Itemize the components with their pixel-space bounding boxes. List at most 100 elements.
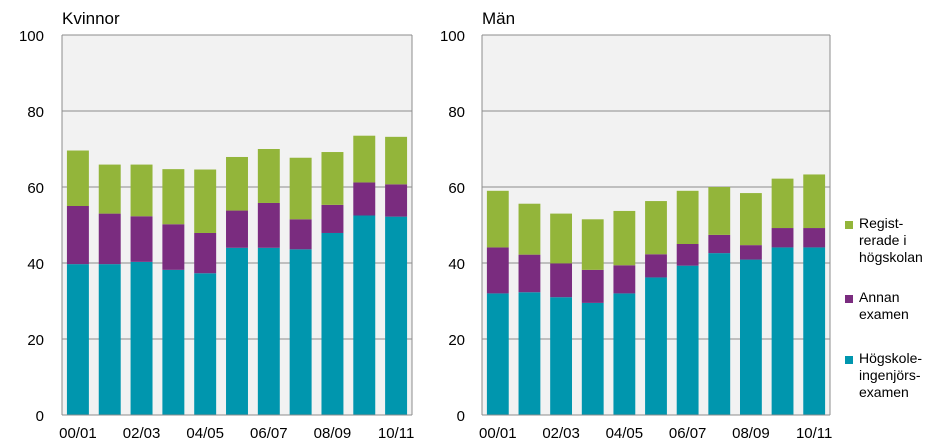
bar-annan-00-01 <box>486 247 509 294</box>
x-tick-label: 06/07 <box>250 425 288 441</box>
bar-hog-05-06 <box>226 247 248 415</box>
bar-reg-01-02 <box>98 164 121 214</box>
bar-reg-06-07 <box>257 149 280 203</box>
x-tick-label: 04/05 <box>606 425 644 441</box>
legend: Regist-rerade ihögskolanAnnanexamenHögsk… <box>845 215 923 400</box>
y-tick-label: 40 <box>448 256 465 273</box>
bar-reg-05-06 <box>645 201 667 255</box>
y-tick-label: 20 <box>448 332 465 349</box>
y-tick-label: 0 <box>36 408 44 425</box>
x-tick-label: 02/03 <box>542 425 580 441</box>
x-tick-label: 08/09 <box>732 425 770 441</box>
bar-reg-07-08 <box>708 187 731 235</box>
bar-hog-08-09 <box>739 259 762 415</box>
x-tick-label: 10/11 <box>378 425 414 441</box>
bar-reg-09-10 <box>353 135 376 183</box>
x-tick-label: 06/07 <box>669 425 707 441</box>
legend-swatch-hog <box>845 356 853 364</box>
legend-label-reg: högskolan <box>859 249 923 265</box>
y-tick-label: 100 <box>19 28 44 45</box>
bar-hog-04-05 <box>613 293 636 415</box>
y-tick-label: 60 <box>448 180 465 197</box>
legend-swatch-reg <box>845 221 853 229</box>
panel-title: Kvinnor <box>62 9 120 28</box>
y-tick-label: 80 <box>448 104 465 121</box>
bar-reg-09-10 <box>771 178 794 229</box>
bar-annan-09-10 <box>771 228 794 248</box>
bar-annan-04-05 <box>613 265 636 294</box>
bar-hog-02-03 <box>550 297 573 415</box>
bar-reg-06-07 <box>676 190 699 244</box>
bar-reg-08-09 <box>739 193 762 246</box>
bar-reg-02-03 <box>130 164 153 217</box>
bar-annan-06-07 <box>257 202 280 248</box>
legend-swatch-annan <box>845 295 853 303</box>
bar-annan-01-02 <box>518 254 541 293</box>
bar-reg-03-04 <box>581 219 604 270</box>
bar-reg-03-04 <box>162 169 185 225</box>
bar-hog-06-07 <box>257 247 280 415</box>
panel-title: Män <box>482 9 515 28</box>
bar-hog-07-08 <box>289 249 312 415</box>
x-tick-label: 02/03 <box>123 425 161 441</box>
legend-label-hog: examen <box>859 384 909 400</box>
bar-annan-07-08 <box>708 234 731 254</box>
legend-label-hog: ingenjörs- <box>859 367 921 383</box>
bar-hog-08-09 <box>321 232 344 415</box>
bar-annan-02-03 <box>130 216 153 262</box>
panel-kvinnor: 0 20 40 60 80 100 00/01 02/03 04/05 06/07 08/09 10/… <box>19 9 414 442</box>
bar-hog-02-03 <box>130 261 153 415</box>
x-tick-label: 08/09 <box>314 425 352 441</box>
y-tick-label: 20 <box>27 332 44 349</box>
bar-hog-04-05 <box>194 273 217 415</box>
bar-annan-03-04 <box>581 269 604 303</box>
bar-annan-01-02 <box>98 213 121 265</box>
bar-hog-01-02 <box>518 292 541 415</box>
bar-annan-05-06 <box>226 210 248 248</box>
bar-annan-03-04 <box>162 224 185 270</box>
bar-hog-00-01 <box>486 293 509 415</box>
bar-annan-05-06 <box>645 254 667 278</box>
bar-reg-07-08 <box>289 157 312 220</box>
bar-reg-00-01 <box>486 190 509 248</box>
bar-hog-10-11 <box>385 216 408 415</box>
x-tick-label: 00/01 <box>479 425 517 441</box>
bar-hog-10-11 <box>803 247 826 415</box>
bar-reg-01-02 <box>518 203 541 255</box>
bar-annan-06-07 <box>676 244 699 266</box>
bar-annan-00-01 <box>66 206 89 265</box>
x-tick-label: 10/11 <box>796 425 832 441</box>
y-tick-label: 0 <box>457 408 465 425</box>
bar-annan-10-11 <box>803 228 826 248</box>
bar-reg-08-09 <box>321 152 344 205</box>
y-tick-label: 40 <box>27 256 44 273</box>
bar-reg-04-05 <box>613 210 636 266</box>
bar-annan-09-10 <box>353 182 376 216</box>
legend-label-hog: Högskole- <box>859 350 922 366</box>
bar-annan-02-03 <box>550 263 573 298</box>
bar-annan-10-11 <box>385 184 408 217</box>
bar-hog-07-08 <box>708 253 731 415</box>
x-tick-label: 00/01 <box>59 425 97 441</box>
legend-label-reg: rerade i <box>859 232 906 248</box>
bar-reg-10-11 <box>803 174 826 229</box>
legend-label-annan: Annan <box>859 289 899 305</box>
x-tick-label: 04/05 <box>186 425 224 441</box>
bar-annan-07-08 <box>289 219 312 250</box>
bar-reg-04-05 <box>194 169 217 233</box>
bar-annan-08-09 <box>739 245 762 260</box>
bar-reg-10-11 <box>385 136 408 185</box>
y-tick-label: 100 <box>440 28 465 45</box>
bar-hog-03-04 <box>162 269 185 415</box>
bar-hog-09-10 <box>353 215 376 415</box>
bar-hog-03-04 <box>581 302 604 415</box>
legend-label-reg: Regist- <box>859 215 904 231</box>
y-tick-label: 60 <box>27 180 44 197</box>
legend-label-annan: examen <box>859 306 909 322</box>
bar-hog-01-02 <box>98 264 121 415</box>
bar-hog-06-07 <box>676 265 699 415</box>
bar-reg-05-06 <box>226 156 248 211</box>
bar-annan-08-09 <box>321 204 344 233</box>
